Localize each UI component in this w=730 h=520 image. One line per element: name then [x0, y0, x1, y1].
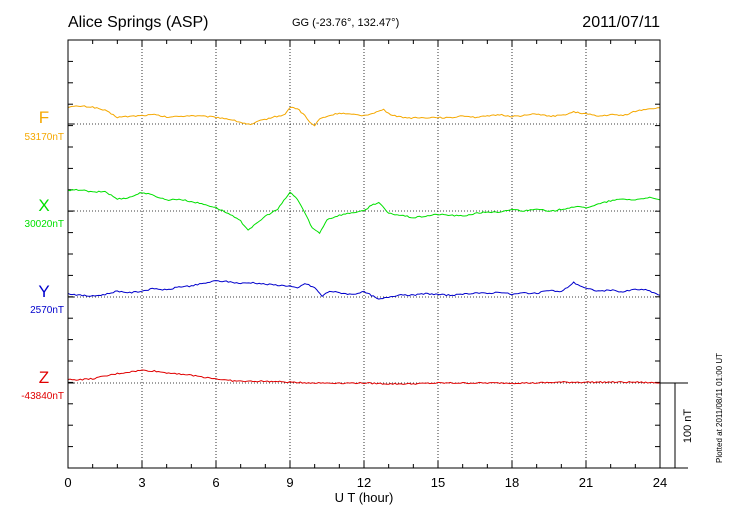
- x-tick-label: 6: [212, 475, 219, 490]
- series-labels: F 53170nT X 30020nT Y 2570nT Z -43840nT: [21, 108, 64, 402]
- series-baseline-value-x: 30020nT: [25, 219, 64, 230]
- station-coordinates: GG (-23.76°, 132.47°): [292, 17, 399, 29]
- x-tick-label: 18: [505, 475, 519, 490]
- chart-date: 2011/07/11: [582, 14, 660, 31]
- baselines: [68, 123, 74, 384]
- x-tick-label: 12: [357, 475, 371, 490]
- scale-bar-label: 100 nT: [682, 409, 694, 444]
- series-line-f: [67, 105, 661, 127]
- series-name-f: F: [39, 108, 49, 127]
- series-name-x: X: [38, 196, 49, 215]
- x-tick-labels: 0 3 6 9 12 15 18 21 24: [64, 475, 667, 490]
- x-tick-label: 21: [579, 475, 593, 490]
- series-name-z: Z: [39, 368, 49, 387]
- series-baseline-value-z: -43840nT: [21, 391, 64, 402]
- x-tick-label: 24: [653, 475, 667, 490]
- series-line-x: [67, 188, 661, 235]
- series-line-y: [67, 280, 661, 300]
- grid: [68, 40, 660, 469]
- series-baseline-value-f: 53170nT: [25, 132, 64, 143]
- scale-bar: 100 nT: [660, 382, 694, 469]
- series-line-z: [67, 369, 661, 385]
- x-tick-label: 9: [286, 475, 293, 490]
- x-tick-label: 15: [431, 475, 445, 490]
- plotted-timestamp: Plotted at 2011/08/11 01:00 UT: [715, 353, 724, 463]
- station-title: Alice Springs (ASP): [68, 14, 209, 31]
- x-axis-label: U T (hour): [335, 490, 394, 505]
- series-lines: [67, 105, 661, 385]
- x-tick-label: 0: [64, 475, 71, 490]
- plot-frame: [67, 39, 661, 469]
- series-baseline-value-y: 2570nT: [30, 305, 64, 316]
- x-tick-label: 3: [138, 475, 145, 490]
- series-name-y: Y: [38, 282, 49, 301]
